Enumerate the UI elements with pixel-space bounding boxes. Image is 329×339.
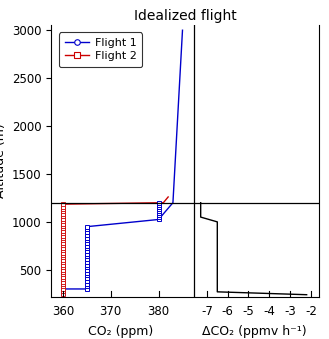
Y-axis label: Altitude (m): Altitude (m) (0, 124, 8, 198)
Text: 380: 380 (147, 305, 170, 318)
Text: -3: -3 (284, 305, 296, 318)
Text: 360: 360 (52, 305, 74, 318)
Title: Idealized flight: Idealized flight (134, 9, 237, 23)
Text: -7: -7 (201, 305, 213, 318)
Text: -2: -2 (305, 305, 317, 318)
Text: -5: -5 (242, 305, 254, 318)
Legend: Flight 1, Flight 2: Flight 1, Flight 2 (59, 32, 142, 67)
Text: 370: 370 (100, 305, 122, 318)
Text: -6: -6 (222, 305, 234, 318)
Text: -4: -4 (263, 305, 275, 318)
Text: CO₂ (ppm): CO₂ (ppm) (88, 325, 153, 338)
Text: ΔCO₂ (ppmv h⁻¹): ΔCO₂ (ppmv h⁻¹) (202, 325, 307, 338)
